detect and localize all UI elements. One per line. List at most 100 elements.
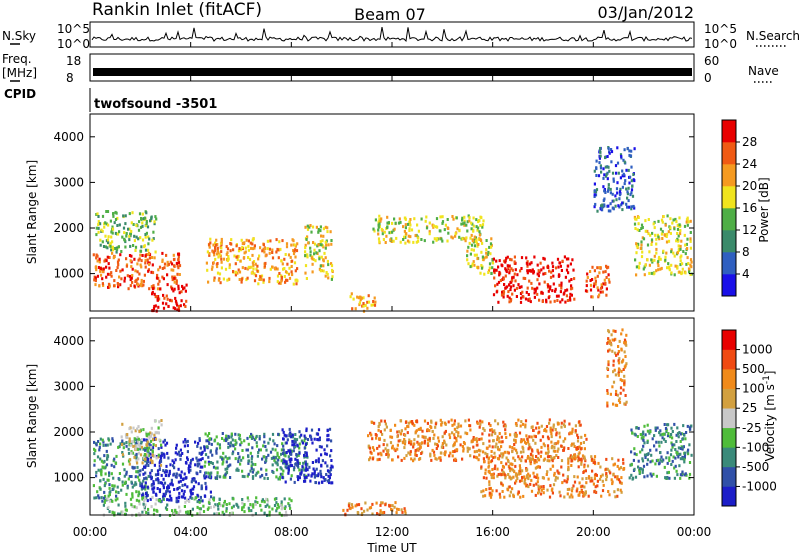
scatter-cell bbox=[548, 287, 552, 291]
scatter-cell bbox=[536, 448, 539, 452]
scatter-cell bbox=[192, 485, 196, 489]
scatter-cell bbox=[230, 506, 234, 510]
scatter-cell bbox=[666, 423, 669, 427]
scatter-cell bbox=[313, 475, 316, 479]
scatter-cell bbox=[466, 446, 469, 450]
scatter-cell bbox=[536, 465, 539, 469]
scatter-cell bbox=[179, 457, 182, 461]
scatter-cell bbox=[181, 284, 184, 288]
scatter-cell bbox=[453, 422, 456, 426]
scatter-cell bbox=[610, 478, 613, 482]
scatter-cell bbox=[670, 426, 673, 430]
scatter-cell bbox=[684, 472, 687, 476]
scatter-cell bbox=[217, 512, 220, 516]
scatter-cell bbox=[97, 494, 100, 498]
scatter-cell bbox=[650, 474, 653, 478]
scatter-cell bbox=[593, 205, 596, 209]
scatter-cell bbox=[524, 477, 527, 481]
scatter-cell bbox=[103, 500, 106, 504]
scatter-cell bbox=[655, 237, 658, 241]
scatter-cell bbox=[686, 223, 689, 227]
scatter-cell bbox=[144, 233, 147, 236]
scatter-cell bbox=[640, 240, 643, 244]
scatter-cell bbox=[560, 465, 563, 469]
scatter-cell bbox=[230, 238, 233, 242]
scatter-cell bbox=[263, 440, 266, 444]
scatter-cell bbox=[548, 495, 552, 499]
scatter-cell bbox=[296, 242, 299, 246]
scatter-cell bbox=[549, 426, 552, 430]
scatter-cell bbox=[686, 256, 689, 260]
scatter-cell bbox=[620, 203, 623, 207]
scatter-cell bbox=[586, 464, 590, 468]
scatter-cell bbox=[589, 270, 592, 273]
scatter-cell bbox=[551, 487, 554, 491]
scatter-cell bbox=[279, 504, 282, 507]
scatter-cell bbox=[319, 472, 323, 476]
scatter-cell bbox=[653, 254, 656, 258]
scatter-cell bbox=[183, 286, 186, 290]
scatter-cell bbox=[490, 473, 493, 477]
scatter-cell bbox=[417, 229, 420, 233]
scatter-cell bbox=[331, 465, 334, 469]
scatter-cell bbox=[529, 452, 533, 456]
scatter-cell bbox=[488, 487, 491, 491]
scatter-cell bbox=[250, 466, 253, 470]
scatter-cell bbox=[227, 442, 230, 446]
scatter-cell bbox=[138, 502, 141, 506]
scatter-cell bbox=[519, 292, 523, 295]
scatter-cell bbox=[540, 450, 543, 454]
scatter-cell bbox=[228, 456, 231, 460]
scatter-cell bbox=[147, 448, 150, 452]
scatter-cell bbox=[536, 286, 539, 290]
scatter-cell bbox=[577, 465, 580, 469]
scatter-cell bbox=[98, 260, 101, 264]
scatter-cell bbox=[572, 268, 575, 272]
scatter-cell bbox=[229, 444, 232, 448]
scatter-cell bbox=[98, 448, 101, 452]
scatter-cell bbox=[134, 245, 138, 249]
scatter-cell bbox=[154, 304, 157, 308]
scatter-cell bbox=[478, 453, 481, 457]
scatter-cell bbox=[443, 228, 446, 232]
scatter-cell bbox=[560, 281, 563, 285]
scatter-cell bbox=[254, 512, 257, 516]
scatter-cell bbox=[676, 232, 679, 235]
scatter-cell bbox=[683, 460, 686, 464]
scatter-cell bbox=[501, 290, 504, 294]
scatter-cell bbox=[167, 456, 170, 460]
scatter-cell bbox=[135, 456, 138, 460]
scatter-cell bbox=[241, 501, 244, 505]
scatter-cell bbox=[419, 445, 422, 449]
scatter-cell bbox=[604, 156, 607, 160]
scatter-cell bbox=[258, 448, 261, 452]
scatter-cell bbox=[189, 495, 192, 499]
scatter-cell bbox=[607, 147, 610, 151]
scatter-cell bbox=[494, 419, 497, 423]
scatter-cell bbox=[491, 473, 494, 477]
scatter-cell bbox=[281, 475, 284, 479]
scatter-cell bbox=[367, 294, 370, 298]
scatter-cell bbox=[584, 492, 587, 496]
scatter-cell bbox=[207, 280, 210, 284]
scatter-cell bbox=[215, 451, 218, 455]
scatter-cell bbox=[396, 430, 399, 434]
scatter-cell bbox=[481, 241, 484, 245]
scatter-cell bbox=[404, 511, 407, 515]
scatter-cell bbox=[121, 480, 124, 484]
scatter-cell bbox=[622, 158, 625, 162]
y-tick-label: 1000 bbox=[53, 471, 84, 485]
scatter-cell bbox=[310, 474, 313, 478]
scatter-cell bbox=[247, 265, 250, 269]
scatter-cell bbox=[136, 470, 139, 474]
scatter-cell bbox=[178, 491, 181, 495]
scatter-cell bbox=[567, 257, 570, 261]
scatter-cell bbox=[684, 437, 687, 441]
scatter-cell bbox=[128, 227, 131, 231]
scatter-cell bbox=[139, 429, 142, 433]
scatter-cell bbox=[571, 442, 574, 446]
scatter-cell bbox=[166, 263, 169, 267]
scatter-cell bbox=[304, 443, 307, 446]
scatter-cell bbox=[448, 436, 452, 440]
scatter-cell bbox=[212, 498, 215, 502]
